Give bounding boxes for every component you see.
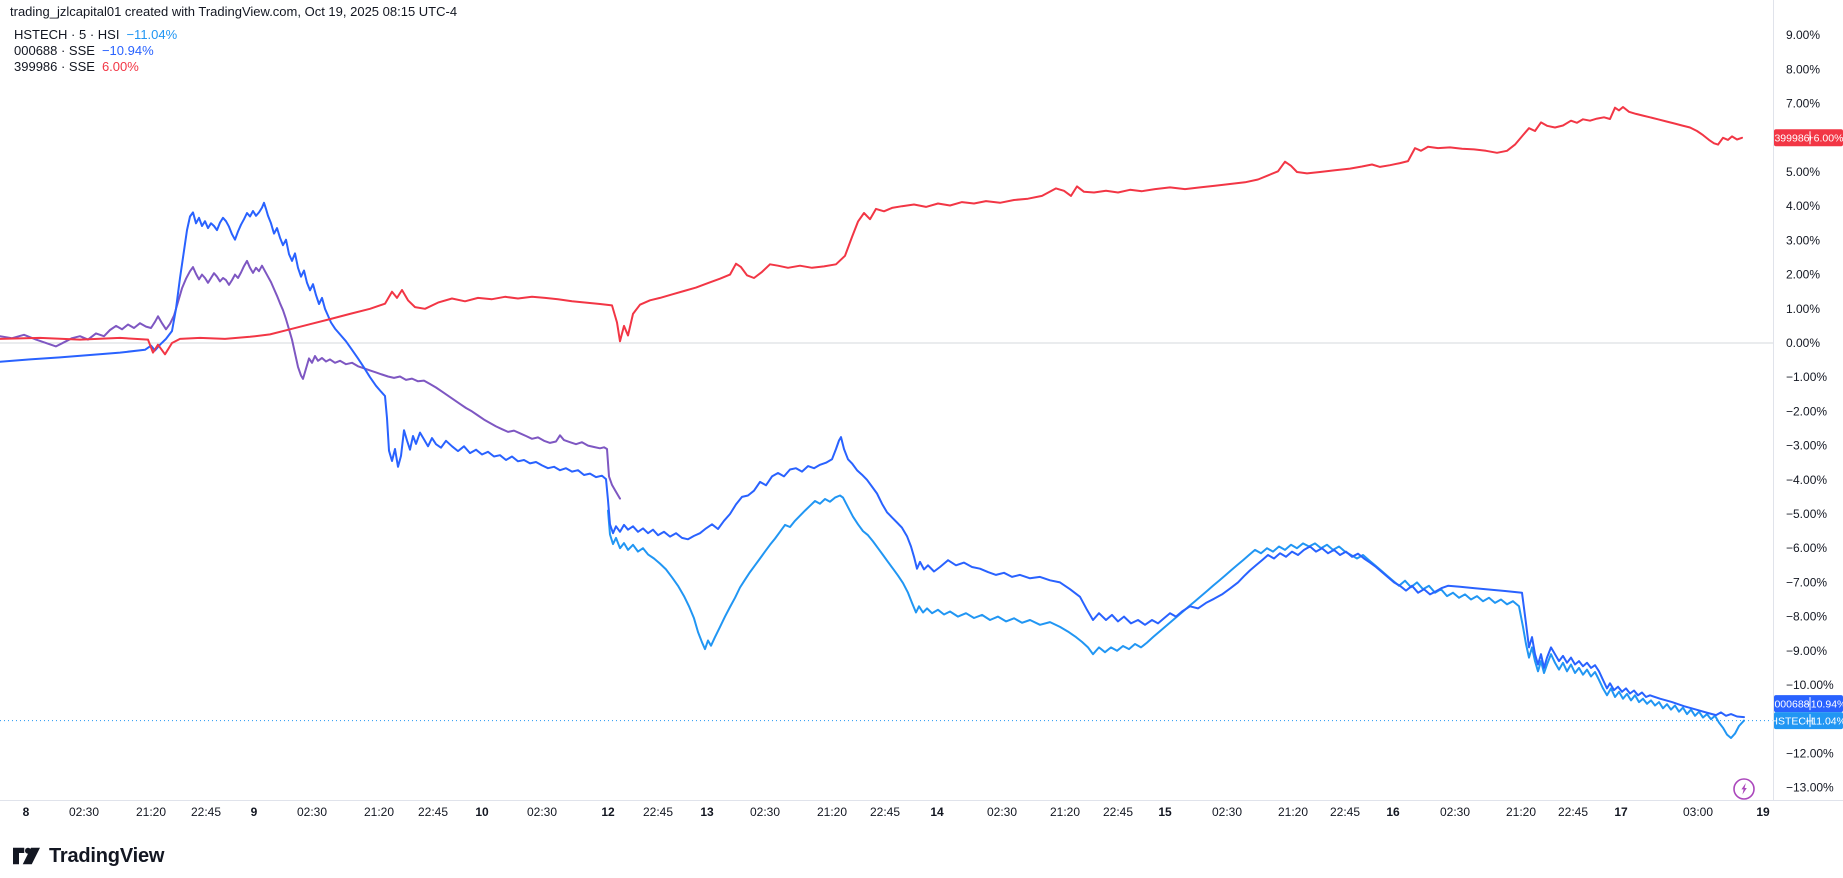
time-tick-label: 17 — [1614, 805, 1628, 819]
price-tick-label: −2.00% — [1786, 404, 1827, 418]
time-tick-label: 22:45 — [191, 805, 221, 819]
time-tick-label: 02:30 — [297, 805, 327, 819]
time-tick-label: 22:45 — [418, 805, 448, 819]
time-tick-label: 02:30 — [1212, 805, 1242, 819]
price-badge-399986[interactable]: 399986+6.00% — [1774, 129, 1843, 147]
time-tick-label: 21:20 — [364, 805, 394, 819]
tradingview-logo-icon — [13, 847, 40, 865]
time-tick-label: 22:45 — [1330, 805, 1360, 819]
chart-attribution: trading_jzlcapital01 created with Tradin… — [10, 4, 458, 19]
price-tick-label: −8.00% — [1786, 610, 1827, 624]
axis-borders — [0, 0, 1843, 801]
price-tick-label: −9.00% — [1786, 644, 1827, 658]
price-tick-label: −6.00% — [1786, 541, 1827, 555]
price-badge-bg — [1774, 129, 1843, 147]
price-tick-label: −5.00% — [1786, 507, 1827, 521]
series-line-399986 — [0, 106, 1743, 356]
time-tick-label: 02:30 — [69, 805, 99, 819]
time-tick-label: 8 — [23, 805, 30, 819]
legend-symbol: 399986 · SSE — [14, 59, 95, 74]
series-lines — [0, 106, 1745, 739]
price-tick-label: 1.00% — [1786, 302, 1820, 316]
time-tick-label: 02:30 — [1440, 805, 1470, 819]
time-tick-label: 21:20 — [1506, 805, 1536, 819]
price-lines — [0, 342, 1773, 722]
legend-item-0[interactable]: HSTECH · 5 · HSI −11.04% — [14, 27, 177, 43]
time-tick-label: 02:30 — [750, 805, 780, 819]
series-line-000688 — [0, 201, 1745, 719]
time-tick-label: 13 — [700, 805, 714, 819]
price-tick-label: −7.00% — [1786, 575, 1827, 589]
price-badge-bg — [1774, 712, 1843, 730]
price-tick-label: −13.00% — [1786, 781, 1834, 795]
price-badge-value: −11.04% — [1805, 715, 1843, 727]
lightning-icon — [1741, 783, 1747, 795]
boost-icon[interactable] — [1733, 778, 1755, 800]
time-tick-label: 9 — [251, 805, 258, 819]
time-tick-label: 12 — [601, 805, 615, 819]
tradingview-logo-text: TradingView — [49, 844, 165, 867]
price-tick-label: 0.00% — [1786, 336, 1820, 350]
tradingview-logo[interactable]: TradingView — [13, 843, 164, 869]
price-badges: 399986+6.00%000688−10.94%HSTECH−11.04% — [1770, 129, 1843, 730]
time-tick-label: 22:45 — [643, 805, 673, 819]
series-line-HSTECH — [607, 494, 1745, 739]
price-tick-label: 5.00% — [1786, 165, 1820, 179]
time-tick-label: 10 — [475, 805, 489, 819]
legend-symbol: HSTECH · 5 · HSI — [14, 27, 120, 42]
legend-item-1[interactable]: 000688 · SSE −10.94% — [14, 43, 177, 59]
legend-symbol: 000688 · SSE — [14, 43, 95, 58]
price-tick-label: 8.00% — [1786, 62, 1820, 76]
time-tick-label: 02:30 — [527, 805, 557, 819]
time-tick-label: 19 — [1756, 805, 1770, 819]
price-tick-label: 9.00% — [1786, 28, 1820, 42]
price-tick-label: 7.00% — [1786, 97, 1820, 111]
price-badge-symbol: HSTECH — [1770, 715, 1813, 727]
price-tick-label: −12.00% — [1786, 746, 1834, 760]
time-tick-label: 22:45 — [870, 805, 900, 819]
time-tick-label: 21:20 — [136, 805, 166, 819]
chart-canvas[interactable]: 9.00% 8.00% 7.00% 6.00% 5.00% 4.00% 3.00% 2.00%… — [0, 0, 1843, 832]
price-badge-HSTECH[interactable]: HSTECH−11.04% — [1770, 712, 1843, 730]
chart-legend: HSTECH · 5 · HSI −11.04% 000688 · SSE −10.9… — [14, 27, 177, 75]
legend-item-2[interactable]: 399986 · SSE 6.00% — [14, 59, 177, 75]
time-tick-label: 22:45 — [1103, 805, 1133, 819]
price-badge-000688[interactable]: 000688−10.94% — [1774, 695, 1843, 713]
time-axis[interactable]: 8 02:30 21:20 22:45 9 02:30 21:20 22:45 10 02:30 1… — [23, 805, 1770, 819]
price-tick-label: 2.00% — [1786, 268, 1820, 282]
price-badge-value: −10.94% — [1805, 698, 1843, 710]
price-tick-label: −3.00% — [1786, 439, 1827, 453]
time-tick-label: 02:30 — [987, 805, 1017, 819]
series-line-violet-pre-gap-segment — [0, 259, 621, 500]
price-badge-bg — [1774, 695, 1843, 713]
price-tick-label: 3.00% — [1786, 233, 1820, 247]
time-tick-label: 22:45 — [1558, 805, 1588, 819]
price-tick-label: −10.00% — [1786, 678, 1834, 692]
price-tick-label: −1.00% — [1786, 370, 1827, 384]
time-tick-label: 21:20 — [817, 805, 847, 819]
legend-value: 6.00% — [101, 59, 139, 74]
time-tick-label: 21:20 — [1278, 805, 1308, 819]
price-badge-symbol: 000688 — [1774, 698, 1809, 710]
time-tick-label: 03:00 — [1683, 805, 1713, 819]
time-tick-label: 15 — [1158, 805, 1172, 819]
price-badge-symbol: 399986 — [1774, 133, 1809, 145]
price-tick-label: −4.00% — [1786, 473, 1827, 487]
time-tick-label: 14 — [930, 805, 944, 819]
price-badge-value: +6.00% — [1808, 133, 1843, 145]
price-tick-label: 4.00% — [1786, 199, 1820, 213]
time-tick-label: 16 — [1386, 805, 1400, 819]
time-tick-label: 21:20 — [1050, 805, 1080, 819]
legend-value: −10.94% — [101, 43, 154, 58]
legend-value: −11.04% — [126, 27, 178, 42]
